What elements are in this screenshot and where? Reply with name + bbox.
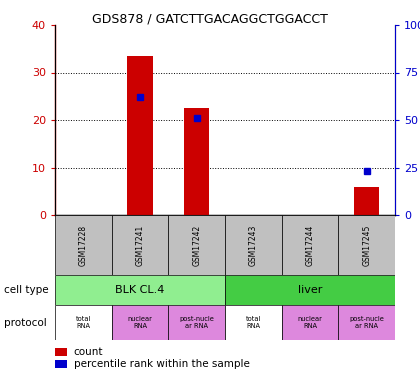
Bar <box>282 215 339 275</box>
Text: total
RNA: total RNA <box>76 316 91 329</box>
Text: GSM17241: GSM17241 <box>136 224 144 266</box>
Text: GSM17244: GSM17244 <box>305 224 315 266</box>
Bar <box>168 305 225 340</box>
Bar <box>282 305 339 340</box>
Text: count: count <box>74 347 103 357</box>
Text: BLK CL.4: BLK CL.4 <box>116 285 165 295</box>
Text: total
RNA: total RNA <box>246 316 261 329</box>
Text: protocol: protocol <box>4 318 47 327</box>
Text: post-nucle
ar RNA: post-nucle ar RNA <box>349 316 384 329</box>
Bar <box>55 215 112 275</box>
Bar <box>225 215 282 275</box>
Text: GSM17243: GSM17243 <box>249 224 258 266</box>
Bar <box>112 215 168 275</box>
Bar <box>225 275 395 305</box>
Bar <box>127 56 153 215</box>
Text: GSM17242: GSM17242 <box>192 224 201 266</box>
Bar <box>55 360 67 368</box>
Text: nuclear
RNA: nuclear RNA <box>297 316 323 329</box>
Bar <box>55 348 67 356</box>
Bar <box>339 305 395 340</box>
Bar <box>168 215 225 275</box>
Text: nuclear
RNA: nuclear RNA <box>128 316 152 329</box>
Text: percentile rank within the sample: percentile rank within the sample <box>74 359 249 369</box>
Bar <box>112 305 168 340</box>
Bar <box>55 275 225 305</box>
Text: cell type: cell type <box>4 285 49 295</box>
Bar <box>354 186 379 215</box>
Text: post-nucle
ar RNA: post-nucle ar RNA <box>179 316 214 329</box>
Bar <box>184 108 210 215</box>
Bar <box>339 215 395 275</box>
Bar <box>55 305 112 340</box>
Text: GDS878 / GATCTTGACAGGCTGGACCT: GDS878 / GATCTTGACAGGCTGGACCT <box>92 12 328 25</box>
Text: GSM17228: GSM17228 <box>79 224 88 266</box>
Text: GSM17245: GSM17245 <box>362 224 371 266</box>
Bar <box>225 305 282 340</box>
Text: liver: liver <box>298 285 322 295</box>
